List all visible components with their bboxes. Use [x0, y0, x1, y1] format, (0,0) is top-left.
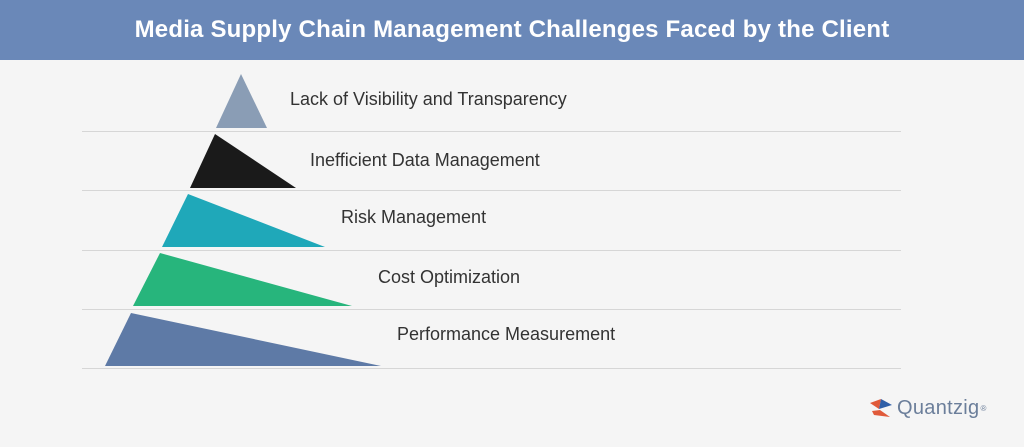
logo-trademark: ®: [980, 403, 987, 413]
pyramid-layer-4: [133, 253, 352, 306]
divider-4: [82, 309, 901, 310]
pyramid-layer-2: [190, 134, 296, 188]
pyramid-layer-1: [216, 74, 267, 128]
divider-2: [82, 190, 901, 191]
pyramid-layer-3: [162, 194, 325, 247]
layer-label-2: Inefficient Data Management: [310, 150, 540, 170]
title-banner: Media Supply Chain Management Challenges…: [0, 0, 1024, 60]
layer-label-5: Performance Measurement: [397, 324, 616, 344]
layer-label-4: Cost Optimization: [378, 267, 521, 287]
divider-5: [82, 368, 901, 369]
quantzig-logo-icon: [870, 399, 892, 417]
quantzig-logo: Quantzig ®: [868, 393, 986, 423]
page-title: Media Supply Chain Management Challenges…: [134, 16, 890, 43]
divider-1: [82, 131, 901, 132]
pyramid-layer-5: [105, 313, 381, 366]
layer-label-3: Risk Management: [341, 207, 487, 227]
divider-3: [82, 250, 901, 251]
layer-label-1: Lack of Visibility and Transparency: [290, 89, 567, 109]
logo-text: Quantzig: [897, 396, 980, 419]
